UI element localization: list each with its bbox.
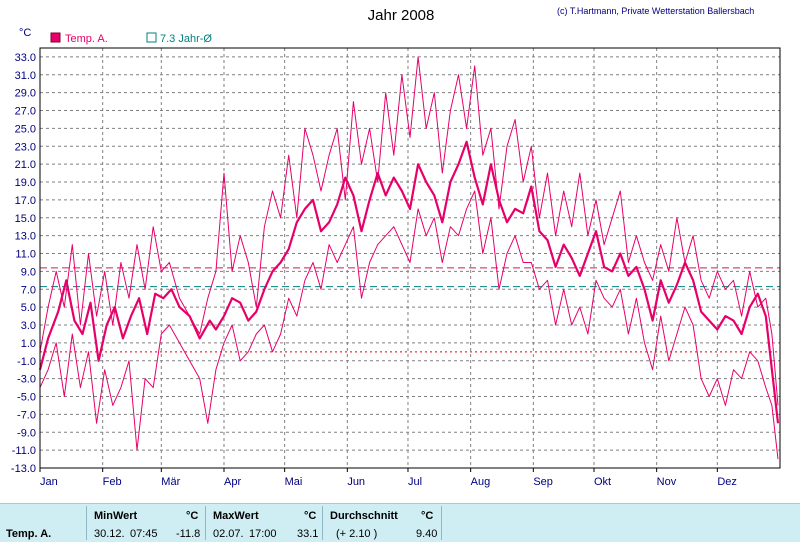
y-tick-label: 19.0 [15,177,36,189]
y-tick-label: -9.0 [17,427,36,439]
min-unit: °C [186,510,199,522]
reference-lines [40,267,780,353]
copyright-text: (c) T.Hartmann, Private Wetterstation Ba… [557,6,754,16]
series-line-daily-mean [38,140,780,424]
y-tick-label: 9.0 [21,266,36,278]
series-line-daily-min [39,190,779,460]
x-tick-label: Mär [161,476,180,488]
legend-temp-label: Temp. A. [65,33,108,45]
x-tick-label: Feb [103,476,122,488]
y-axis: 33.0 31.0 29.0 27.0 25.0 23.0 21.0 19.0 17.0 15.0… [11,52,36,475]
max-header: MaxWert [213,510,259,522]
y-tick-label: -11.0 [12,445,36,457]
y-tick-label: 31.0 [15,70,36,82]
stats-row-label: Temp. A. [6,528,52,540]
stats-divider [86,506,87,540]
legend-avg-label: 7.3 Jahr-Ø [160,33,212,45]
x-tick-label: Apr [224,476,241,488]
chart-title: Jahr 2008 [368,7,435,24]
y-tick-label: 5.0 [21,302,36,314]
y-tick-label: 3.0 [21,320,36,332]
y-tick-label: 27.0 [15,106,36,118]
stats-divider [322,506,323,540]
y-unit-label: °C [19,27,31,39]
y-tick-label: 25.0 [15,123,36,135]
y-tick-label: 21.0 [15,159,36,171]
max-value: 33.1 [297,528,319,540]
x-tick-label: Jun [347,476,365,488]
series-line-daily-max [39,56,779,406]
y-tick-label: 29.0 [15,88,36,100]
avg-delta: (+ 2.10 ) [336,528,378,540]
y-tick-label: 15.0 [15,213,36,225]
y-tick-label: 7.0 [21,284,36,296]
max-time: 17:00 [249,528,277,540]
y-tick-label: 23.0 [15,141,36,153]
x-axis: Jan Feb Mär Apr Mai Jun Jul Aug Sep Okt Nov Dez [39,468,737,488]
x-tick-label: Jul [408,476,422,488]
y-tick-label: -13.0 [11,463,36,475]
stats-min-cell: MinWert °C 30.12. 07:45 -11.8 [88,504,204,542]
grid [40,48,780,468]
y-tick-label: -5.0 [17,392,36,404]
min-time: 07:45 [130,528,158,540]
x-tick-label: Nov [657,476,677,488]
y-tick-label: 33.0 [15,52,36,64]
x-tick-label: Jan [40,476,58,488]
legend: Temp. A. 7.3 Jahr-Ø [50,32,212,45]
y-tick-label: -3.0 [17,374,36,386]
stats-avg-cell: Durchschnitt °C (+ 2.10 ) 9.40 [324,504,440,542]
min-date: 30.12. [94,528,125,540]
min-value: -11.8 [176,528,201,540]
stats-row-label-cell: Temp. A. [6,504,86,542]
stats-divider [205,506,206,540]
y-tick-label: 11.0 [15,249,36,261]
stats-max-cell: MaxWert °C 02.07. 17:00 33.1 [207,504,321,542]
x-tick-label: Dez [717,476,737,488]
y-tick-label: 13.0 [15,231,36,243]
max-unit: °C [304,510,317,522]
x-tick-label: Mai [285,476,303,488]
x-tick-label: Okt [594,476,611,488]
plot-frame [39,47,781,469]
y-tick-label: 1.0 [21,338,36,350]
avg-unit: °C [421,510,434,522]
max-date: 02.07. [213,528,244,540]
x-tick-label: Aug [471,476,491,488]
stats-panel: Temp. A. MinWert °C 30.12. 07:45 -11.8 M… [0,503,800,542]
y-tick-label: 17.0 [15,195,36,207]
y-tick-label: -7.0 [17,409,36,421]
y-tick-label: -1.0 [17,356,36,368]
x-tick-label: Sep [533,476,553,488]
stats-divider [441,506,442,540]
avg-header: Durchschnitt [330,510,398,522]
avg-value: 9.40 [416,528,438,540]
temperature-chart: Jahr 2008 (c) T.Hartmann, Private Wetter… [11,6,781,488]
data-series [38,56,780,460]
legend-temp-swatch [50,32,61,43]
legend-avg-swatch [146,32,157,43]
min-header: MinWert [94,510,138,522]
